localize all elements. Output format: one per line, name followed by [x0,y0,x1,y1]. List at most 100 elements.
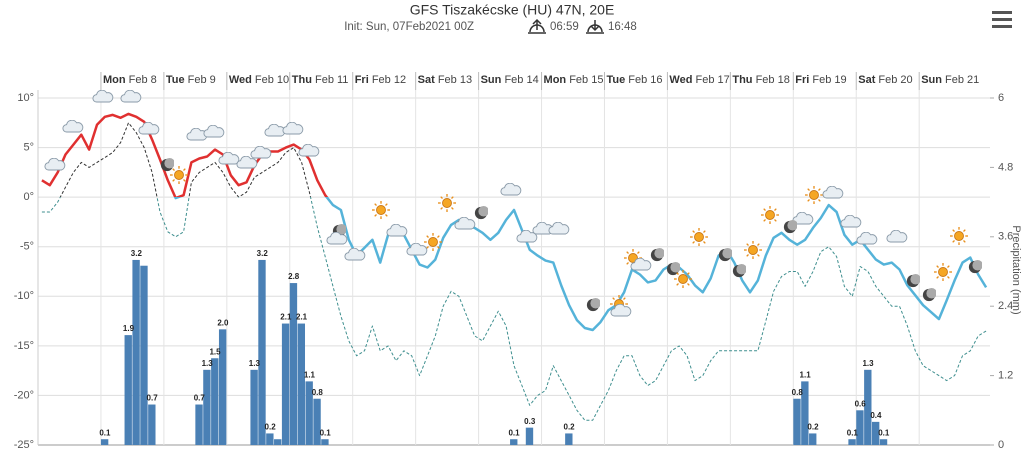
sunset-icon [586,20,604,34]
bar-value-label: 1.3 [249,359,261,368]
bar [266,433,274,445]
bar-value-label: 0.8 [312,388,324,397]
bar-value-label: 0.1 [847,428,859,437]
x-tick-label: Mon Feb 8 [103,74,157,86]
line-series [41,112,988,332]
bar [510,439,518,445]
sunset-time: 16:48 [608,21,637,33]
y2-tick-label: 0 [998,439,1004,451]
bar [864,369,872,445]
bar-value-label: 1.1 [304,370,316,379]
bar [305,381,313,445]
y-tick-label: 5° [23,141,34,153]
bar-value-label: 3.2 [257,249,269,258]
bar [100,439,109,445]
bar [250,369,258,445]
bar [195,404,203,445]
lines [41,112,988,421]
bar-value-label: 1.9 [123,324,135,333]
bar [809,433,817,445]
y-tick-label: -10° [14,290,34,302]
bar-value-label: 0.2 [265,423,277,432]
bar-value-label: 1.5 [209,347,221,356]
x-tick-label: Tue Feb 16 [606,74,662,86]
bar [258,259,266,445]
bar-value-label: 1.1 [800,370,812,379]
bar [321,439,329,445]
bar [525,427,534,445]
bar [148,404,156,445]
bar-value-label: 0.1 [878,428,890,437]
bar-value-label: 0.6 [855,399,867,408]
y-tick-label: 0° [23,191,34,203]
bar-value-label: 0.7 [194,394,206,403]
bar [856,410,864,445]
bar [871,421,880,445]
grid [37,72,994,446]
bar [565,433,573,445]
bar [274,439,282,445]
bar-value-label: 2.0 [217,318,229,327]
bar-value-label: 0.3 [524,417,536,426]
y2-tick-label: 1.2 [998,370,1013,382]
bar [218,329,227,445]
line-series [41,122,987,421]
y-tick-label: -15° [14,340,34,352]
bar-value-label: 1.3 [862,359,874,368]
y2-axis-label: Precipitation (mm) [1010,225,1022,314]
x-tick-label: Sun Feb 14 [481,74,539,86]
bar [140,265,148,445]
x-tick-label: Fri Feb 19 [795,74,846,86]
bar-value-label: 2.8 [288,272,300,281]
bar-value-label: 0.2 [807,423,819,432]
y2-tick-label: 2.4 [998,300,1013,312]
weather-icons [44,90,982,317]
y2-tick-label: 3.6 [998,231,1013,243]
y-tick-label: -20° [14,389,34,401]
bar [848,439,856,445]
bar [313,398,321,445]
bar [289,283,298,445]
x-tick-label: Thu Feb 11 [292,74,349,86]
y2-tick-label: 6 [998,92,1004,104]
bar [124,335,132,445]
init-time: Init: Sun, 07Feb2021 00Z [344,21,474,33]
bar-value-label: 0.2 [564,423,576,432]
x-tick-label: Fri Feb 12 [355,74,406,86]
x-tick-label: Sat Feb 13 [418,74,472,86]
y2-tick-label: 4.8 [998,161,1013,173]
labels: 10° 5° 0° -5° -10° -15° -20° -25° 0 1.2 2.4 3.6 4.8 6… [14,74,1014,451]
bar [297,323,306,445]
x-tick-label: Thu Feb 18 [732,74,789,86]
x-tick-label: Sun Feb 21 [921,74,979,86]
menu-button[interactable] [992,11,1012,28]
x-tick-label: Wed Feb 10 [229,74,289,86]
sunrise-time: 06:59 [550,21,579,33]
bar-value-label: 1.3 [202,359,214,368]
bar-value-label: 0.7 [147,394,159,403]
bar [793,398,801,445]
bar [879,439,888,445]
chart-title: GFS Tiszakécske (HU) 47N, 20E [410,2,615,18]
y-tick-label: -5° [20,241,34,253]
bar-value-label: 0.4 [870,411,882,420]
x-tick-label: Sat Feb 20 [858,74,912,86]
bar-value-label: 3.2 [131,249,143,258]
y-tick-label: 10° [17,92,34,104]
bar [281,323,290,445]
precipitation-bars [100,259,888,445]
bar-value-label: 0.1 [320,428,332,437]
bar [211,358,219,445]
y-tick-label: -25° [14,439,34,451]
bar [801,381,809,445]
bar-value-label: 2.1 [280,313,292,322]
bar-value-label: 2.1 [296,313,308,322]
x-tick-label: Tue Feb 9 [166,74,216,86]
bar-value-label: 0.1 [508,428,520,437]
bar-value-label: 0.8 [792,388,804,397]
bar [203,369,211,445]
sunrise-icon [528,18,546,34]
x-tick-label: Mon Feb 15 [544,74,604,86]
bar [132,259,140,445]
